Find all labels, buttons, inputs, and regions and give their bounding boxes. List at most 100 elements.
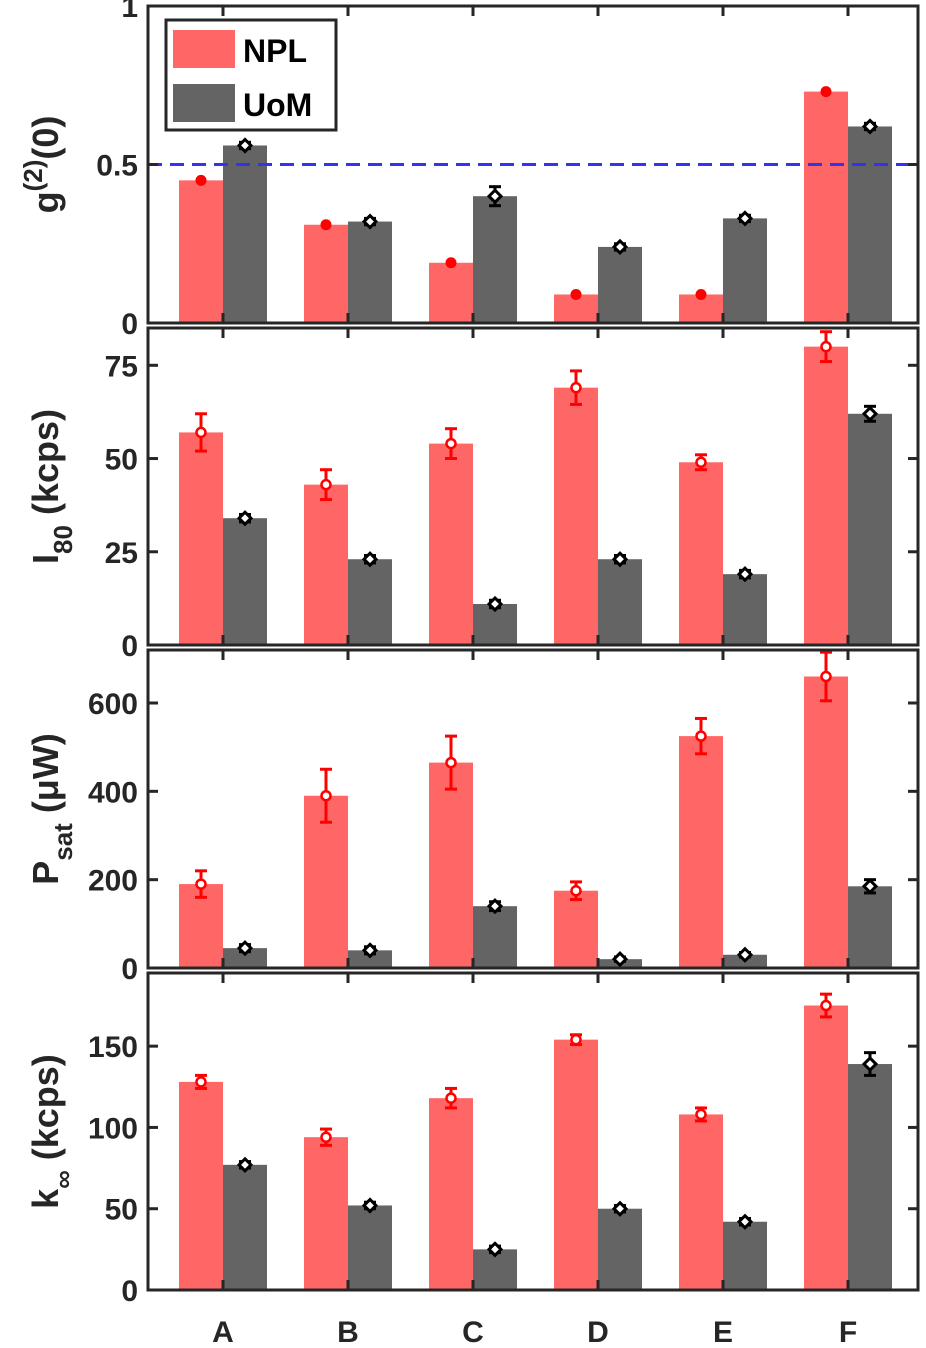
bar-npl-F: [804, 346, 848, 645]
marker-uom-B: [361, 551, 379, 568]
x-axis: A B C D E F: [212, 1316, 857, 1348]
marker-uom-C: [486, 898, 504, 915]
ytick-label: 50: [105, 444, 138, 477]
ytick-label: 75: [105, 350, 138, 383]
marker-npl-C: [445, 1086, 457, 1110]
ytick-label: 400: [88, 776, 138, 809]
bar-npl-C: [429, 262, 473, 323]
panel-i80: 0 25 50 75 I80 (kcps): [25, 326, 920, 663]
panel-kinf: 0 50 100 150 k∞ (kcps): [25, 971, 920, 1308]
marker-npl-E: [695, 453, 707, 472]
bar-uom-E: [723, 1221, 767, 1290]
bar-uom-B: [348, 950, 392, 968]
marker-npl-D: [570, 288, 582, 300]
xtick-label-E: E: [713, 1316, 733, 1348]
marker-uom-D: [611, 238, 629, 256]
marker-npl-A: [195, 412, 207, 453]
bar-npl-A: [179, 432, 223, 645]
marker-uom-F: [861, 118, 879, 135]
bar-uom-C: [473, 906, 517, 968]
bar-uom-E: [723, 574, 767, 645]
bar-uom-D: [598, 559, 642, 645]
bar-npl-B: [304, 1137, 348, 1290]
marker-npl-A: [195, 869, 207, 899]
marker-npl-D: [570, 1033, 582, 1047]
marker-npl-A: [195, 174, 207, 186]
marker-uom-C: [486, 1241, 504, 1258]
xtick-label-F: F: [839, 1316, 857, 1348]
legend-swatch-uom: [173, 84, 235, 122]
plot-area: [148, 328, 918, 645]
axes-box: [146, 326, 920, 647]
plot-area: [148, 973, 918, 1290]
marker-uom-E: [736, 1213, 754, 1230]
marker-npl-F: [820, 992, 832, 1019]
bar-uom-A: [223, 145, 267, 323]
ytick-label: 600: [88, 688, 138, 721]
legend-swatch-npl: [173, 30, 235, 68]
bar-npl-B: [304, 795, 348, 968]
marker-npl-A: [195, 1073, 207, 1090]
ylabel-kinf: k∞ (kcps): [25, 1054, 78, 1209]
bar-npl-A: [179, 1081, 223, 1290]
marker-uom-B: [361, 942, 379, 959]
marker-npl-C: [445, 734, 457, 791]
axes-box: [146, 971, 920, 1292]
marker-uom-E: [736, 566, 754, 583]
marker-npl-F: [820, 650, 832, 703]
legend: NPL UoM: [164, 18, 338, 132]
bar-uom-B: [348, 559, 392, 645]
legend-label-npl: NPL: [243, 33, 307, 69]
bar-uom-C: [473, 196, 517, 323]
marker-npl-D: [570, 369, 582, 406]
ytick-label: 0: [121, 630, 138, 663]
bar-npl-E: [679, 1114, 723, 1290]
bar-npl-F: [804, 676, 848, 968]
ytick-label: 0: [121, 953, 138, 986]
bar-npl-A: [179, 180, 223, 323]
marker-npl-E: [695, 1106, 707, 1123]
bar-uom-B: [348, 221, 392, 323]
bar-uom-A: [223, 948, 267, 968]
bar-npl-E: [679, 462, 723, 645]
marker-uom-C: [486, 185, 504, 208]
marker-npl-D: [570, 880, 582, 902]
marker-npl-C: [445, 427, 457, 461]
marker-uom-B: [361, 1197, 379, 1214]
marker-uom-F: [861, 404, 879, 423]
marker-npl-B: [320, 767, 332, 824]
bar-npl-B: [304, 484, 348, 645]
bar-uom-F: [848, 1064, 892, 1290]
plot-area: [148, 650, 918, 968]
marker-uom-F: [861, 878, 879, 895]
bar-uom-F: [848, 886, 892, 968]
bar-npl-C: [429, 762, 473, 968]
bar-npl-C: [429, 1098, 473, 1290]
bar-uom-F: [848, 413, 892, 645]
bar-uom-A: [223, 518, 267, 645]
bar-uom-D: [598, 246, 642, 323]
bar-npl-C: [429, 443, 473, 645]
ytick-label: 50: [105, 1194, 138, 1227]
xtick-label-A: A: [212, 1316, 234, 1348]
ylabel-g2: g(2)(0): [18, 116, 66, 214]
ytick-label: 25: [105, 537, 138, 570]
marker-uom-D: [611, 551, 629, 568]
ytick-label: 0: [121, 1275, 138, 1308]
bar-uom-E: [723, 218, 767, 323]
marker-uom-D: [611, 1200, 629, 1217]
bar-npl-D: [554, 1039, 598, 1290]
marker-npl-C: [445, 257, 457, 269]
panel-g2: 0 0.5 1 g(2)(0): [18, 0, 920, 341]
xtick-label-C: C: [462, 1316, 484, 1348]
marker-uom-A: [236, 510, 254, 527]
marker-uom-E: [736, 210, 754, 227]
bar-npl-F: [804, 91, 848, 323]
marker-npl-F: [820, 86, 832, 98]
ytick-label: 0.5: [96, 150, 138, 183]
bar-uom-B: [348, 1205, 392, 1290]
ylabel-psat: Psat (μW): [25, 733, 78, 885]
bar-npl-B: [304, 224, 348, 323]
marker-uom-A: [236, 1156, 254, 1173]
